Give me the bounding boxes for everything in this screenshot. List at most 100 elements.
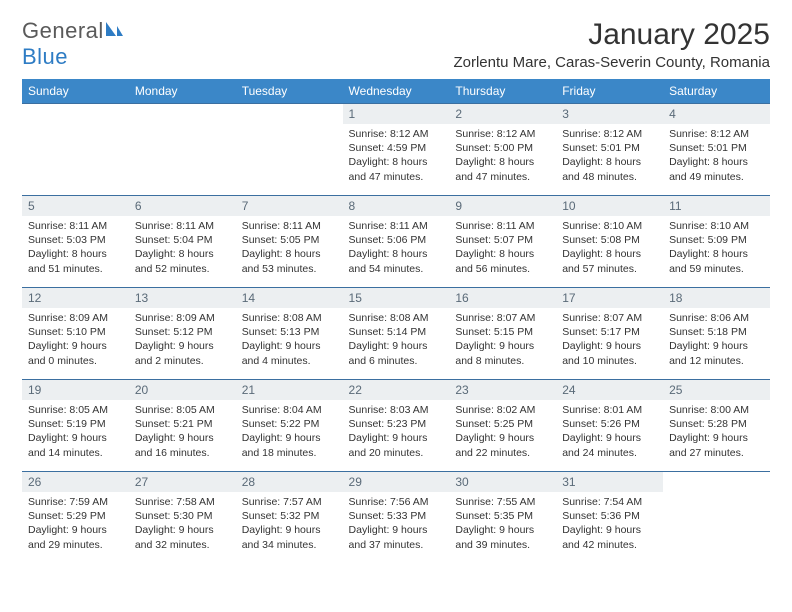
calendar-day-cell: [663, 472, 770, 564]
day-details: Sunrise: 8:09 AMSunset: 5:10 PMDaylight:…: [22, 308, 129, 372]
day-details: Sunrise: 8:05 AMSunset: 5:19 PMDaylight:…: [22, 400, 129, 464]
calendar-day-cell: [236, 104, 343, 196]
day-details: Sunrise: 7:55 AMSunset: 5:35 PMDaylight:…: [449, 492, 556, 556]
logo: General Blue: [22, 18, 124, 70]
calendar-day-cell: 1Sunrise: 8:12 AMSunset: 4:59 PMDaylight…: [343, 104, 450, 196]
calendar-day-cell: 3Sunrise: 8:12 AMSunset: 5:01 PMDaylight…: [556, 104, 663, 196]
logo-text-blue: Blue: [22, 44, 68, 69]
day-number: 28: [236, 472, 343, 492]
weekday-header: Tuesday: [236, 79, 343, 104]
calendar-day-cell: 11Sunrise: 8:10 AMSunset: 5:09 PMDayligh…: [663, 196, 770, 288]
day-number: 15: [343, 288, 450, 308]
day-details: Sunrise: 8:03 AMSunset: 5:23 PMDaylight:…: [343, 400, 450, 464]
day-details: Sunrise: 7:57 AMSunset: 5:32 PMDaylight:…: [236, 492, 343, 556]
weekday-header: Thursday: [449, 79, 556, 104]
day-number: 30: [449, 472, 556, 492]
day-details: Sunrise: 8:07 AMSunset: 5:17 PMDaylight:…: [556, 308, 663, 372]
day-details: Sunrise: 8:10 AMSunset: 5:09 PMDaylight:…: [663, 216, 770, 280]
weekday-header: Wednesday: [343, 79, 450, 104]
calendar-day-cell: 23Sunrise: 8:02 AMSunset: 5:25 PMDayligh…: [449, 380, 556, 472]
calendar-day-cell: 4Sunrise: 8:12 AMSunset: 5:01 PMDaylight…: [663, 104, 770, 196]
calendar-day-cell: 16Sunrise: 8:07 AMSunset: 5:15 PMDayligh…: [449, 288, 556, 380]
day-details: Sunrise: 8:11 AMSunset: 5:04 PMDaylight:…: [129, 216, 236, 280]
calendar-day-cell: 14Sunrise: 8:08 AMSunset: 5:13 PMDayligh…: [236, 288, 343, 380]
month-title: January 2025: [453, 18, 770, 52]
day-number: 6: [129, 196, 236, 216]
logo-text: General Blue: [22, 18, 124, 70]
day-number: 7: [236, 196, 343, 216]
calendar-week-row: 5Sunrise: 8:11 AMSunset: 5:03 PMDaylight…: [22, 196, 770, 288]
day-number: 5: [22, 196, 129, 216]
calendar-day-cell: 6Sunrise: 8:11 AMSunset: 5:04 PMDaylight…: [129, 196, 236, 288]
day-number: 9: [449, 196, 556, 216]
day-details: Sunrise: 8:04 AMSunset: 5:22 PMDaylight:…: [236, 400, 343, 464]
calendar-day-cell: 21Sunrise: 8:04 AMSunset: 5:22 PMDayligh…: [236, 380, 343, 472]
day-details: Sunrise: 8:07 AMSunset: 5:15 PMDaylight:…: [449, 308, 556, 372]
day-details: Sunrise: 8:00 AMSunset: 5:28 PMDaylight:…: [663, 400, 770, 464]
logo-text-general: General: [22, 18, 104, 43]
calendar-day-cell: 8Sunrise: 8:11 AMSunset: 5:06 PMDaylight…: [343, 196, 450, 288]
day-number: 18: [663, 288, 770, 308]
calendar-day-cell: 18Sunrise: 8:06 AMSunset: 5:18 PMDayligh…: [663, 288, 770, 380]
calendar-day-cell: 17Sunrise: 8:07 AMSunset: 5:17 PMDayligh…: [556, 288, 663, 380]
day-number: 12: [22, 288, 129, 308]
day-details: Sunrise: 8:08 AMSunset: 5:13 PMDaylight:…: [236, 308, 343, 372]
calendar-table: SundayMondayTuesdayWednesdayThursdayFrid…: [22, 79, 770, 564]
day-number: 14: [236, 288, 343, 308]
day-number: 20: [129, 380, 236, 400]
day-number: 17: [556, 288, 663, 308]
day-details: Sunrise: 7:59 AMSunset: 5:29 PMDaylight:…: [22, 492, 129, 556]
day-number: 2: [449, 104, 556, 124]
day-details: Sunrise: 8:09 AMSunset: 5:12 PMDaylight:…: [129, 308, 236, 372]
calendar-day-cell: 13Sunrise: 8:09 AMSunset: 5:12 PMDayligh…: [129, 288, 236, 380]
page-header: General Blue January 2025 Zorlentu Mare,…: [22, 18, 770, 71]
day-details: Sunrise: 8:12 AMSunset: 4:59 PMDaylight:…: [343, 124, 450, 188]
day-details: Sunrise: 8:11 AMSunset: 5:07 PMDaylight:…: [449, 216, 556, 280]
day-details: Sunrise: 8:11 AMSunset: 5:06 PMDaylight:…: [343, 216, 450, 280]
location-text: Zorlentu Mare, Caras-Severin County, Rom…: [453, 54, 770, 71]
calendar-day-cell: 10Sunrise: 8:10 AMSunset: 5:08 PMDayligh…: [556, 196, 663, 288]
calendar-day-cell: 31Sunrise: 7:54 AMSunset: 5:36 PMDayligh…: [556, 472, 663, 564]
day-number: 4: [663, 104, 770, 124]
calendar-day-cell: 9Sunrise: 8:11 AMSunset: 5:07 PMDaylight…: [449, 196, 556, 288]
calendar-week-row: 19Sunrise: 8:05 AMSunset: 5:19 PMDayligh…: [22, 380, 770, 472]
day-details: Sunrise: 8:10 AMSunset: 5:08 PMDaylight:…: [556, 216, 663, 280]
calendar-week-row: 12Sunrise: 8:09 AMSunset: 5:10 PMDayligh…: [22, 288, 770, 380]
day-details: Sunrise: 8:01 AMSunset: 5:26 PMDaylight:…: [556, 400, 663, 464]
day-number: 19: [22, 380, 129, 400]
day-details: Sunrise: 7:58 AMSunset: 5:30 PMDaylight:…: [129, 492, 236, 556]
calendar-week-row: 1Sunrise: 8:12 AMSunset: 4:59 PMDaylight…: [22, 104, 770, 196]
day-details: Sunrise: 7:54 AMSunset: 5:36 PMDaylight:…: [556, 492, 663, 556]
day-number: 3: [556, 104, 663, 124]
day-number: 26: [22, 472, 129, 492]
calendar-day-cell: 12Sunrise: 8:09 AMSunset: 5:10 PMDayligh…: [22, 288, 129, 380]
logo-sail-icon: [104, 18, 124, 44]
calendar-day-cell: 15Sunrise: 8:08 AMSunset: 5:14 PMDayligh…: [343, 288, 450, 380]
calendar-day-cell: 5Sunrise: 8:11 AMSunset: 5:03 PMDaylight…: [22, 196, 129, 288]
day-number: 1: [343, 104, 450, 124]
calendar-day-cell: 28Sunrise: 7:57 AMSunset: 5:32 PMDayligh…: [236, 472, 343, 564]
day-number: 31: [556, 472, 663, 492]
calendar-day-cell: 24Sunrise: 8:01 AMSunset: 5:26 PMDayligh…: [556, 380, 663, 472]
day-number: 11: [663, 196, 770, 216]
calendar-day-cell: 22Sunrise: 8:03 AMSunset: 5:23 PMDayligh…: [343, 380, 450, 472]
day-details: Sunrise: 8:11 AMSunset: 5:03 PMDaylight:…: [22, 216, 129, 280]
day-details: Sunrise: 8:12 AMSunset: 5:01 PMDaylight:…: [663, 124, 770, 188]
day-number: 13: [129, 288, 236, 308]
calendar-week-row: 26Sunrise: 7:59 AMSunset: 5:29 PMDayligh…: [22, 472, 770, 564]
day-details: Sunrise: 8:02 AMSunset: 5:25 PMDaylight:…: [449, 400, 556, 464]
calendar-day-cell: 27Sunrise: 7:58 AMSunset: 5:30 PMDayligh…: [129, 472, 236, 564]
weekday-header: Sunday: [22, 79, 129, 104]
day-details: Sunrise: 8:08 AMSunset: 5:14 PMDaylight:…: [343, 308, 450, 372]
calendar-day-cell: 7Sunrise: 8:11 AMSunset: 5:05 PMDaylight…: [236, 196, 343, 288]
weekday-header: Monday: [129, 79, 236, 104]
day-number: 10: [556, 196, 663, 216]
day-number: 29: [343, 472, 450, 492]
calendar-day-cell: 30Sunrise: 7:55 AMSunset: 5:35 PMDayligh…: [449, 472, 556, 564]
weekday-header: Saturday: [663, 79, 770, 104]
day-number: 27: [129, 472, 236, 492]
day-number: 8: [343, 196, 450, 216]
day-number: 22: [343, 380, 450, 400]
calendar-day-cell: [22, 104, 129, 196]
calendar-day-cell: [129, 104, 236, 196]
